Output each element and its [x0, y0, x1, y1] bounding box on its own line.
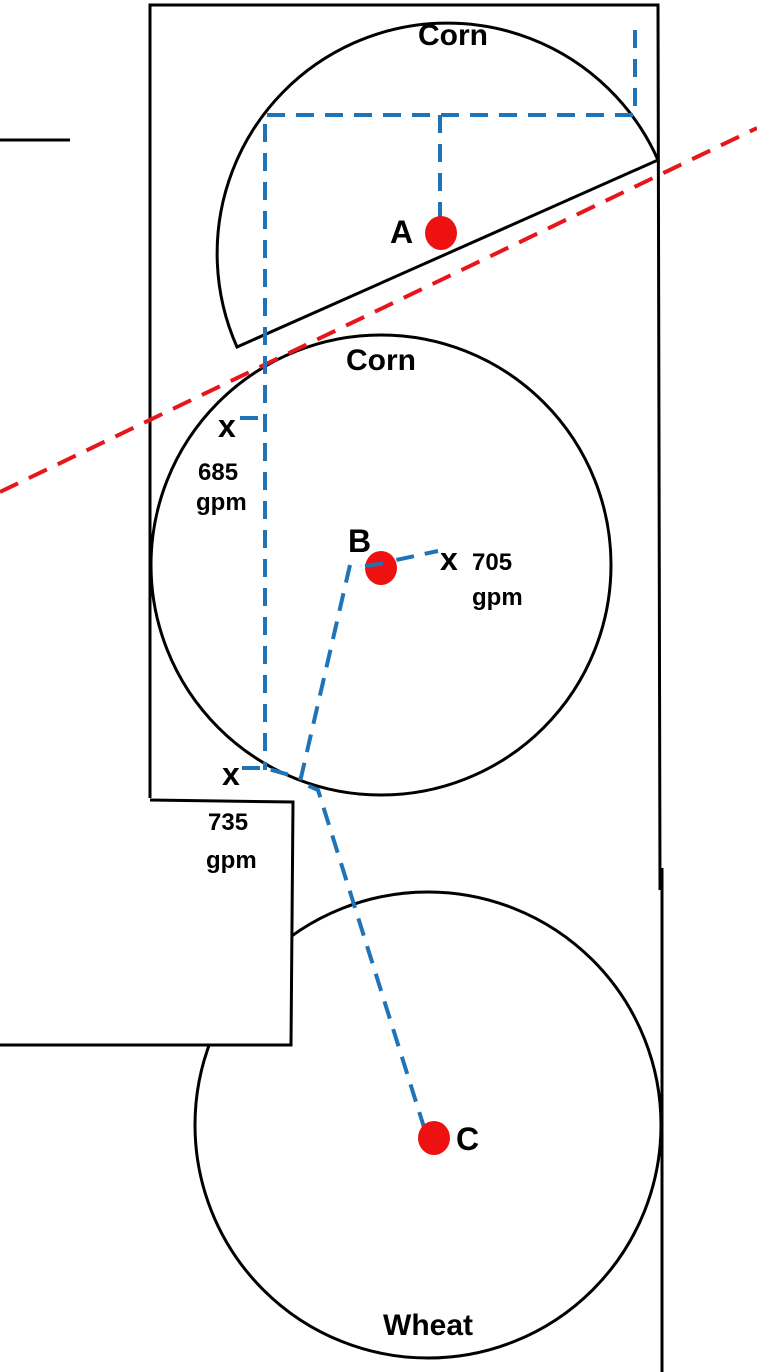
crop-label: Wheat — [383, 1309, 473, 1342]
pivot-label: C — [456, 1121, 479, 1157]
well-flow: 685 — [198, 459, 238, 486]
pipe — [297, 564, 430, 1141]
pivot-circle — [149, 333, 613, 797]
well-marker: x — [218, 408, 236, 444]
pivot-point — [425, 216, 457, 250]
crop-label: Corn — [418, 19, 488, 52]
field-boundary — [0, 798, 295, 1047]
pivot-circle — [193, 890, 663, 1360]
pivot-point — [365, 551, 397, 585]
well-marker: x — [222, 756, 240, 792]
pivot-point — [418, 1121, 450, 1155]
crop-label: Corn — [346, 344, 416, 377]
well-flow: 735 — [208, 809, 248, 836]
pivot-label: A — [390, 214, 413, 250]
pipe — [242, 766, 301, 780]
well-unit: gpm — [472, 584, 523, 611]
pivot-label: B — [348, 523, 371, 559]
field-boundary — [148, 3, 662, 891]
pipe — [263, 30, 637, 770]
mask — [0, 798, 293, 1045]
well-flow: 705 — [472, 549, 512, 576]
pivot-circle — [215, 21, 660, 349]
well-unit: gpm — [206, 847, 257, 874]
well-unit: gpm — [196, 489, 247, 516]
boundary-line — [0, 126, 757, 494]
well-marker: x — [440, 541, 458, 577]
pipe — [364, 560, 393, 568]
